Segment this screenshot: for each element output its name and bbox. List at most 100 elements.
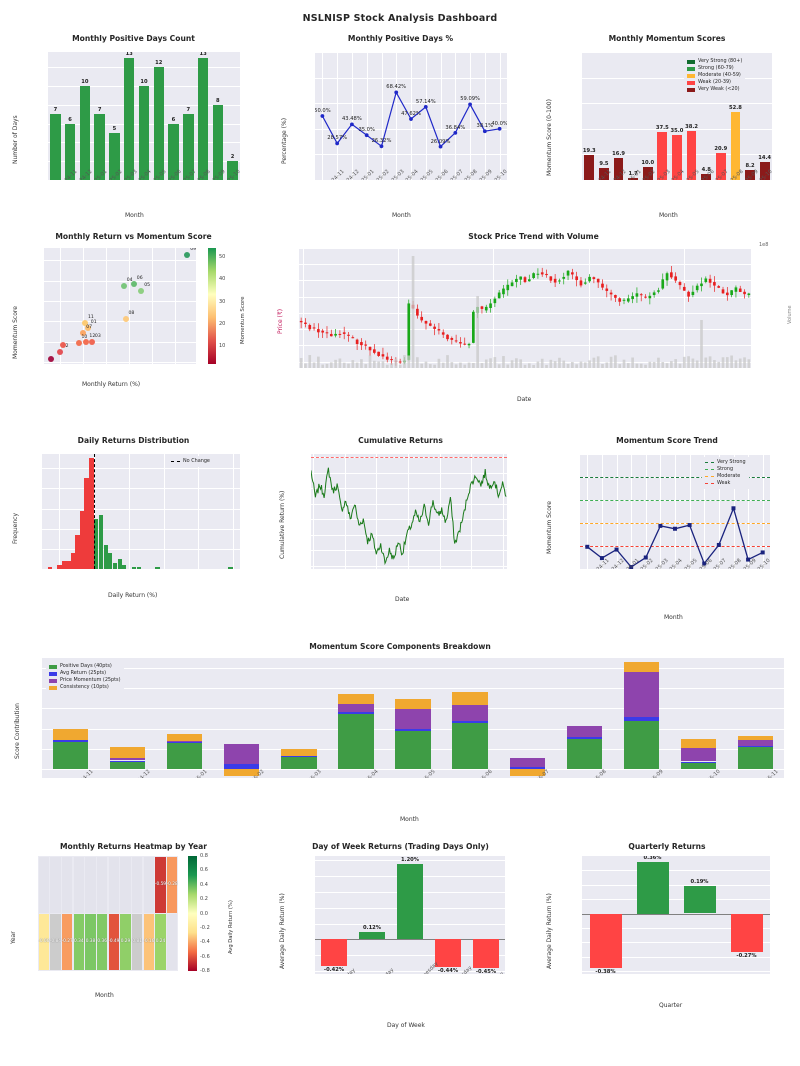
bar-2025-10[interactable] <box>212 104 224 180</box>
scatter-point-04[interactable] <box>120 282 127 289</box>
scatter-point-12[interactable] <box>83 339 90 346</box>
heatmap-cell <box>131 856 143 913</box>
scatter-point-02b[interactable] <box>47 355 54 362</box>
xlabel-momentum-scores: Month <box>659 212 678 219</box>
histogram-bin <box>75 534 80 569</box>
bar-2025-06[interactable] <box>153 67 165 180</box>
ylabel-positive-days-pct: Percentage (%) <box>281 117 288 164</box>
bar-2024-11[interactable] <box>50 114 61 180</box>
bar-2025-08[interactable] <box>183 114 194 180</box>
bar-value-label: 7 <box>186 107 191 114</box>
bar-2024-11[interactable] <box>584 155 595 180</box>
bar-2025-04[interactable] <box>123 57 135 180</box>
panel-momentum-components: Momentum Score Components Breakdown Scor… <box>0 634 800 834</box>
heatmap-cell-value: 0.24 <box>155 939 166 945</box>
scatter-point-11[interactable] <box>82 319 88 326</box>
scatter-point-05[interactable] <box>138 287 145 294</box>
bar-Q3[interactable] <box>683 886 716 914</box>
bar-2025-09[interactable] <box>730 112 741 180</box>
heatmap-cell-value: 0.81 <box>132 939 142 945</box>
legend-label-3: Weak <box>717 480 731 487</box>
bar-Tuesday[interactable] <box>359 931 385 940</box>
legend-swatch-1 <box>49 671 57 676</box>
heatmap-cell <box>143 856 155 913</box>
heatmap-cell <box>38 856 50 913</box>
scatter-point-01[interactable] <box>84 324 91 331</box>
scatter-point-09[interactable] <box>184 251 191 258</box>
bar-2025-03[interactable] <box>642 167 653 180</box>
bar-2025-01[interactable] <box>79 85 91 180</box>
scatter-point-label: 11 <box>88 314 94 320</box>
bar-2024-12[interactable] <box>599 167 609 180</box>
point-value-label: 43.48% <box>342 116 362 123</box>
bar-2025-07[interactable] <box>168 123 179 180</box>
colorbar-tick: -0.6 <box>200 953 210 960</box>
scatter-point-label: 12 <box>89 334 96 340</box>
scatter-point-07b[interactable] <box>59 342 66 349</box>
bar-2025-05[interactable] <box>672 135 682 180</box>
stacked-segment <box>737 735 774 741</box>
legend-label-3: Weak (20-39) <box>698 79 731 86</box>
ylabel-day-of-week: Average Daily Return (%) <box>279 893 286 969</box>
bar-value-label: 16.9 <box>612 151 625 158</box>
bar-2025-02[interactable] <box>628 177 639 180</box>
bar-Q2[interactable] <box>636 861 669 914</box>
bar-2025-09[interactable] <box>197 57 209 180</box>
bar-2025-07[interactable] <box>701 173 712 180</box>
heatmap-cell-value: -0.28 <box>166 881 178 887</box>
bar-Q4[interactable] <box>730 913 763 953</box>
bar-2025-10[interactable] <box>745 169 755 180</box>
bar-value-label: -0.42% <box>323 966 345 973</box>
stacked-segment <box>623 672 659 718</box>
bar-2025-11[interactable] <box>759 161 770 180</box>
scatter-point-03[interactable] <box>88 338 95 345</box>
bar-2025-11[interactable] <box>227 161 238 180</box>
xlabel-quarterly: Quarter <box>659 1002 683 1009</box>
point-value-label: 59.09% <box>460 96 480 103</box>
bar-value-label: -0.45% <box>475 968 497 974</box>
scatter-point-08[interactable] <box>122 316 129 323</box>
panel-monthly-momentum-scores: Monthly Momentum Scores Momentum Score (… <box>534 24 800 224</box>
bar-Friday[interactable] <box>473 939 499 968</box>
bar-2025-05[interactable] <box>138 85 150 180</box>
bar-Monday[interactable] <box>321 939 347 966</box>
legend-dash-2 <box>705 476 714 478</box>
histogram-bin <box>155 567 160 569</box>
stacked-segment <box>452 691 488 705</box>
bar-2024-12[interactable] <box>64 123 76 180</box>
threshold-line-strong <box>580 500 770 501</box>
bar-value-label: 10 <box>140 78 148 85</box>
heatmap-cell-value: -0.84 <box>49 939 62 945</box>
legend-momentum-scores: Very Strong (80+) Strong (60-79) Moderate … <box>684 56 746 96</box>
bar-2025-02[interactable] <box>94 114 105 180</box>
bar-2025-01[interactable] <box>613 158 624 180</box>
heatmap-cell <box>73 856 85 913</box>
stacked-segment <box>680 762 717 769</box>
histogram-bin <box>70 552 75 569</box>
bar-2025-04[interactable] <box>657 132 668 180</box>
bar-Q1[interactable] <box>589 913 622 969</box>
bar-value-label: 0.36% <box>643 856 662 861</box>
scatter-point-10[interactable] <box>75 339 82 346</box>
chart-title-quarterly: Quarterly Returns <box>628 842 706 851</box>
bar-value-label: 12 <box>155 60 163 67</box>
bar-2025-03[interactable] <box>109 132 120 180</box>
xlabel-momentum-trend: Month <box>664 614 683 621</box>
xlabel-cumulative-returns: Date <box>395 596 410 603</box>
bar-value-label: 19.3 <box>582 148 596 155</box>
chart-title-stock-price: Stock Price Trend with Volume <box>468 232 599 241</box>
bar-value-label: 14.4 <box>758 154 772 161</box>
bar-Thursday[interactable] <box>435 939 461 968</box>
chart-title-positive-days-pct: Monthly Positive Days % <box>347 34 454 43</box>
bar-2025-08[interactable] <box>715 153 726 180</box>
scatter-point-label: 08 <box>128 311 135 317</box>
bar-Wednesday[interactable] <box>397 863 423 940</box>
scatter-point-06[interactable] <box>130 281 137 288</box>
heatmap-cell-value: 0.34 <box>74 939 84 945</box>
scatter-point-07[interactable] <box>80 329 87 336</box>
bar-2025-06[interactable] <box>686 131 697 180</box>
legend-label-0: Very Strong (80+) <box>698 58 743 64</box>
stacked-segment <box>737 746 774 769</box>
scatter-point-02[interactable] <box>56 349 63 356</box>
bar-value-label: 0.12% <box>362 924 381 931</box>
